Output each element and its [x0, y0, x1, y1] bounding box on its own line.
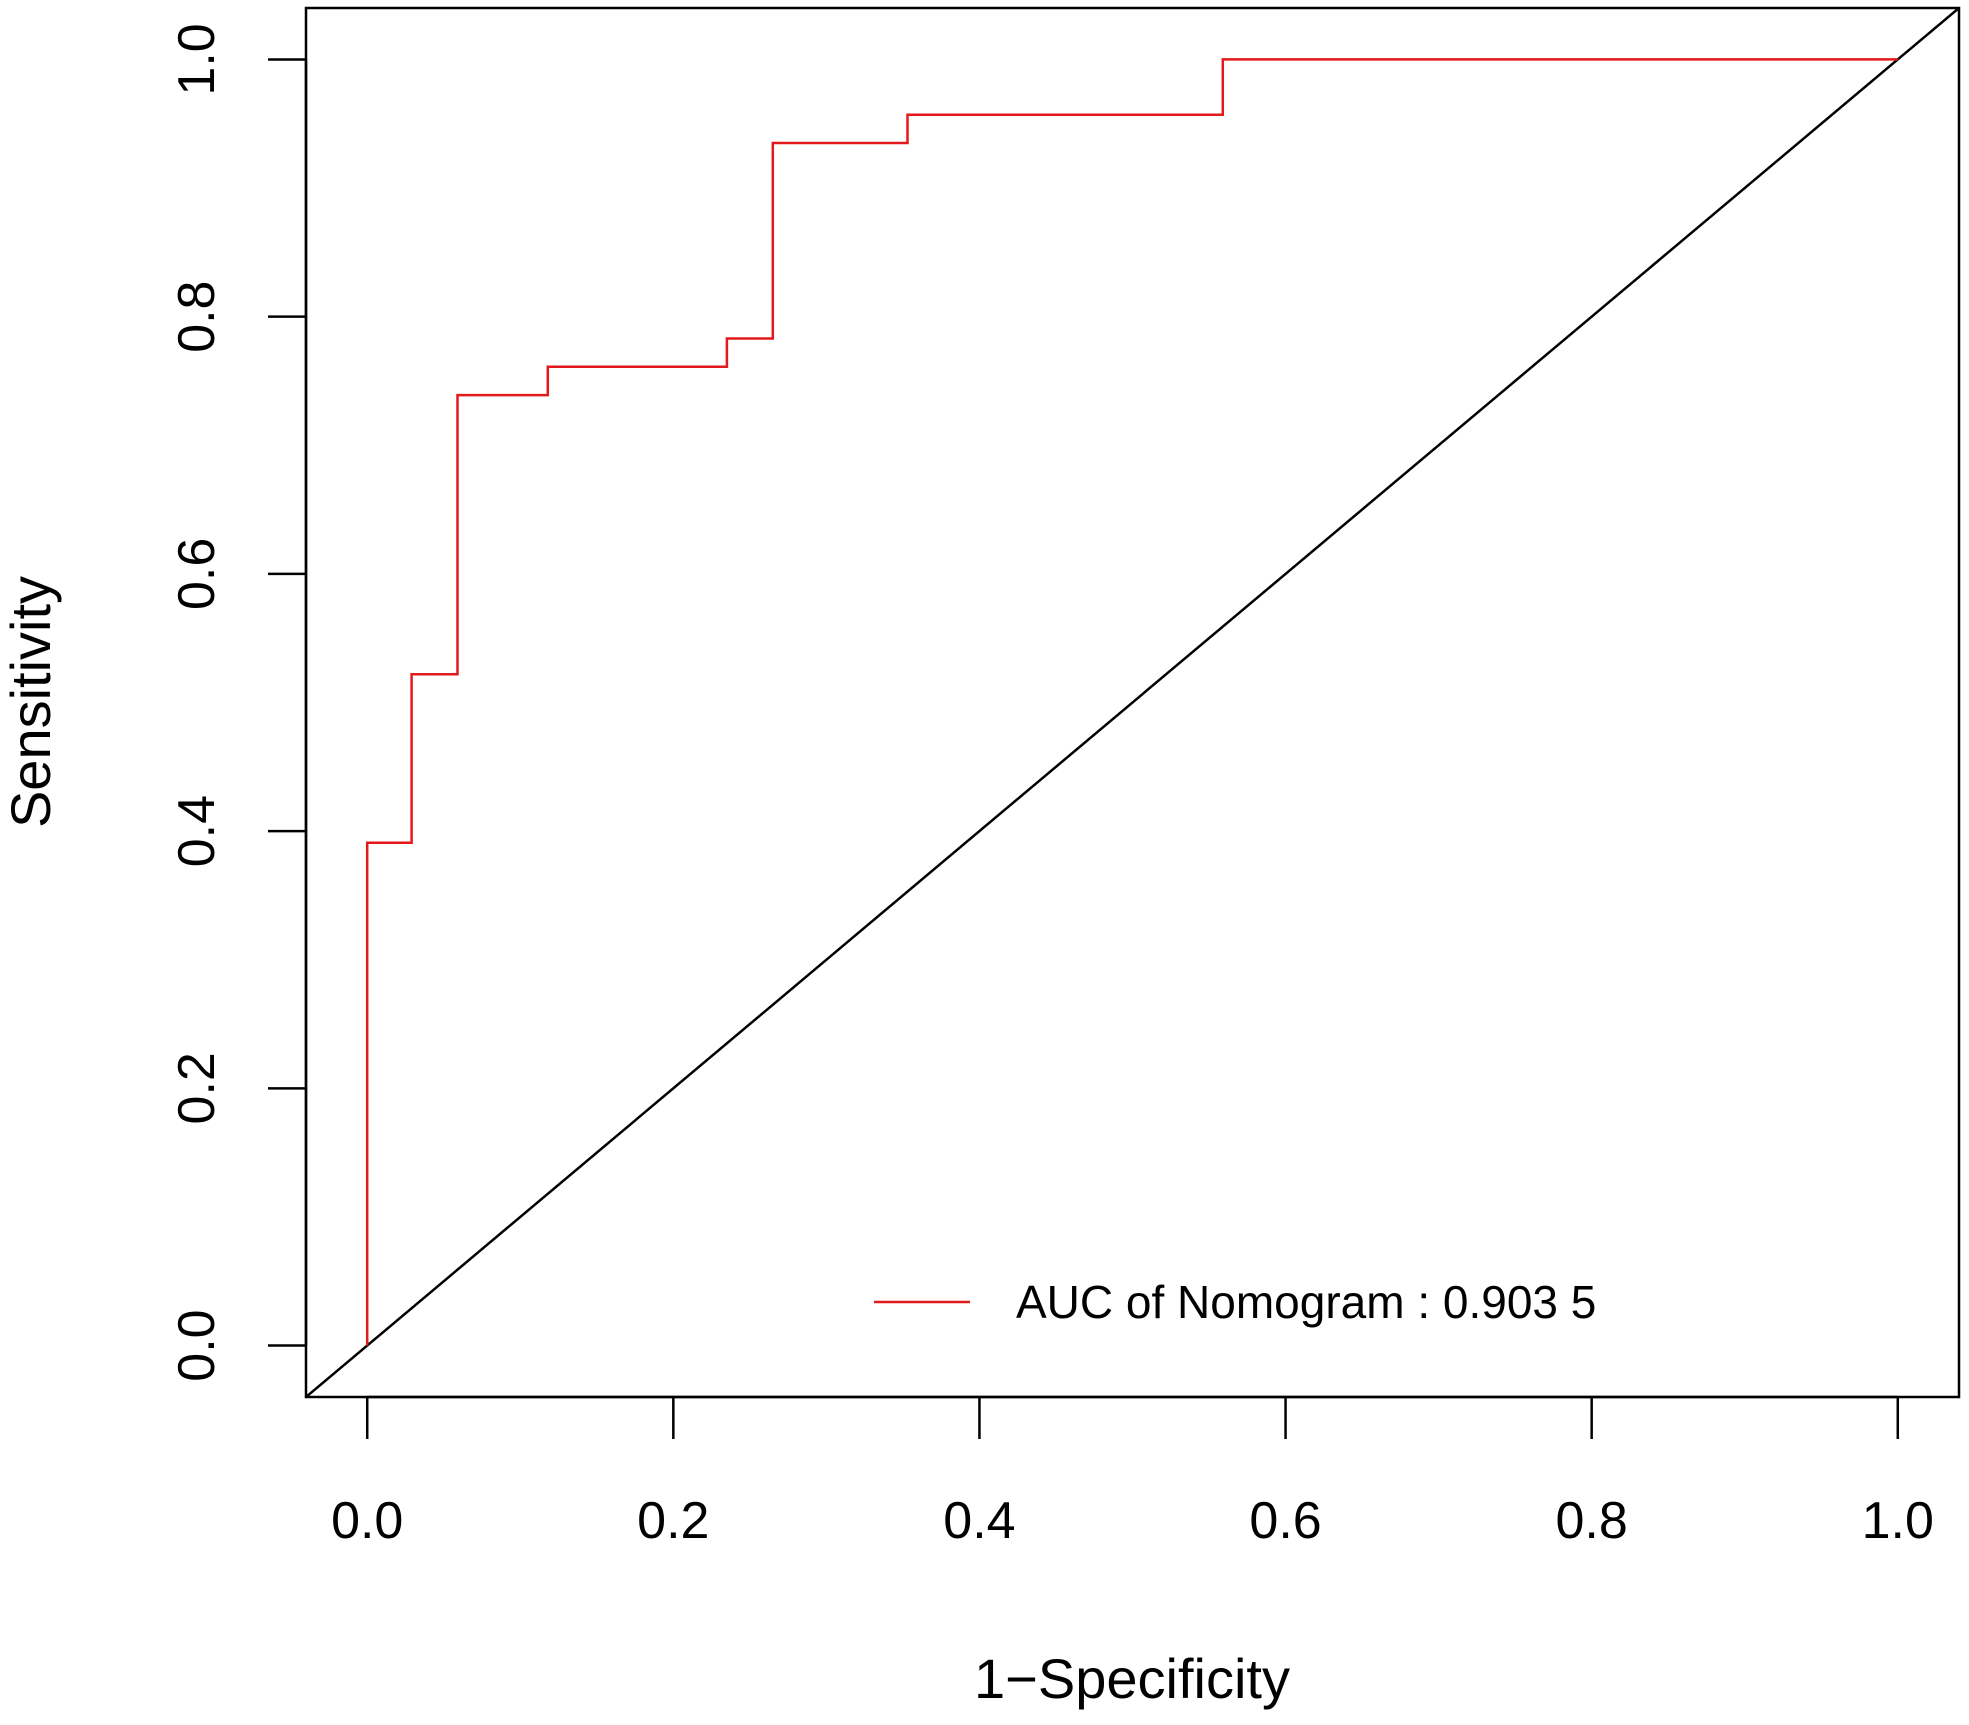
legend-label: AUC of Nomogram : 0.903 5 — [1016, 1276, 1596, 1328]
x-tick-label: 0.0 — [331, 1492, 403, 1550]
y-tick-label: 0.2 — [168, 1052, 226, 1124]
y-tick-label: 0.4 — [168, 795, 226, 867]
x-tick-label: 0.8 — [1556, 1492, 1628, 1550]
roc-curve-line — [365, 58, 1898, 1346]
x-tick-label: 0.6 — [1249, 1492, 1321, 1550]
x-tick-label: 0.4 — [943, 1492, 1015, 1550]
x-tick-label: 0.2 — [637, 1492, 709, 1550]
y-tick-label: 0.8 — [168, 281, 226, 353]
legend: AUC of Nomogram : 0.903 5 — [874, 1276, 1596, 1328]
y-axis: 0.0 0.2 0.4 0.6 0.8 1.0 — [168, 23, 308, 1382]
x-axis-title: 1−Specificity — [974, 1647, 1290, 1710]
y-tick-label: 1.0 — [168, 23, 226, 95]
x-axis: 0.0 0.2 0.4 0.6 0.8 1.0 — [331, 1395, 1934, 1550]
y-tick-label: 0.6 — [168, 538, 226, 610]
y-tick-label: 0.0 — [168, 1309, 226, 1381]
plot-area — [304, 6, 1961, 1399]
y-axis-title: Sensitivity — [0, 576, 62, 828]
reference-diagonal-line — [306, 8, 1959, 1397]
x-tick-label: 1.0 — [1862, 1492, 1934, 1550]
